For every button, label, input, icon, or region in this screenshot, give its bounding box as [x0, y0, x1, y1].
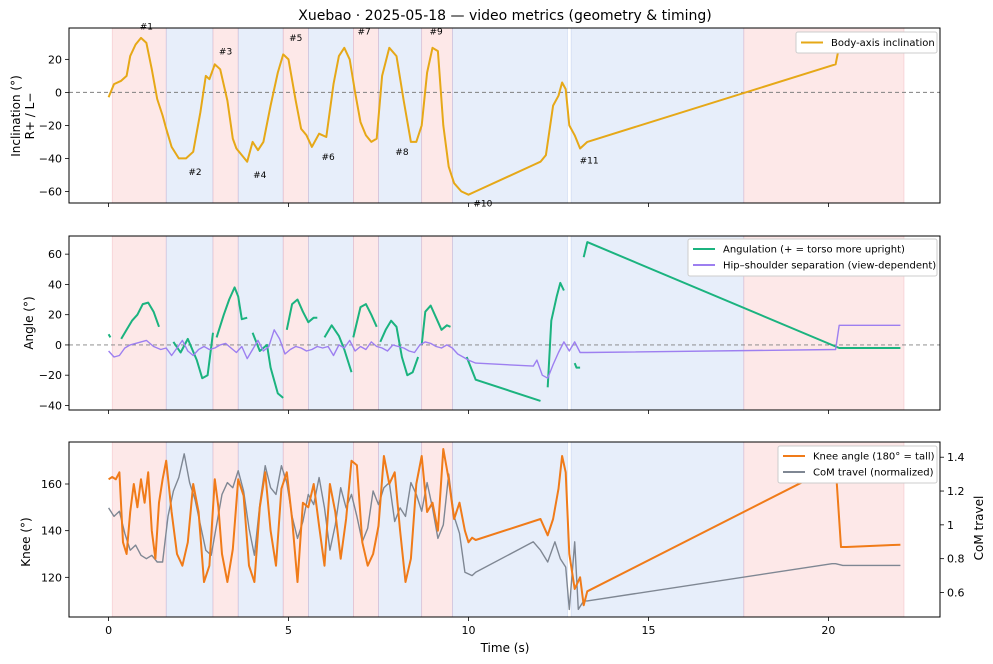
- angulation-segment-line: [323, 324, 353, 373]
- top-phase-band-5: [282, 27, 309, 204]
- angulation-segment-line: [379, 319, 420, 377]
- rep-annotation: #10: [473, 199, 492, 209]
- knee-panel: 160 140 120 1.4 1.2 1 0.8 0.6 0 5 10 15 20 Knee (°…: [19, 441, 986, 655]
- figure-title: Xuebao · 2025-05-18 — video metrics (geo…: [298, 8, 712, 24]
- x-tick-label: 15: [641, 624, 655, 637]
- angulation-segment-line: [582, 241, 901, 349]
- rep-annotation: #6: [321, 153, 335, 163]
- knee-series-line: [108, 448, 901, 607]
- mid-phase-band-3: [212, 235, 239, 411]
- inclination-legend: Body-axis inclination: [795, 31, 938, 54]
- inclination-series-line: [107, 36, 841, 196]
- rep-annotation: #9: [429, 28, 443, 38]
- mid-phase-band-2: [165, 235, 214, 411]
- angulation-segment-line: [465, 356, 541, 402]
- rep-annotation: #4: [253, 171, 267, 181]
- com-ylabel: CoM travel: [972, 496, 986, 561]
- angle-y-tick-label: 60: [48, 248, 62, 261]
- rep-annotation: #7: [357, 28, 370, 38]
- angle-y-tick-label: 20: [48, 309, 62, 322]
- x-tick-label: 10: [462, 624, 476, 637]
- top-phase-band-3: [212, 27, 239, 204]
- angulation-segment-line: [352, 303, 378, 338]
- com-y-tick-label: 0.8: [947, 553, 965, 566]
- top-phase-band-12: [743, 27, 905, 204]
- com-y-tick-label: 0.6: [947, 586, 965, 599]
- angulation-segment-line: [285, 298, 318, 331]
- angulation-segment-line: [420, 304, 451, 346]
- top-phase-band-1: [111, 27, 167, 204]
- separation-series-line: [108, 324, 901, 379]
- mid-phase-band-8: [378, 235, 423, 411]
- x-tick-label: 5: [285, 624, 292, 637]
- com-y-tick-label: 1.4: [947, 451, 965, 464]
- inclination-ylabel-sub: R+ / L−: [23, 93, 37, 140]
- angle-y-tick-label: 40: [48, 278, 62, 291]
- knee-ylabel: Knee (°): [19, 517, 33, 566]
- angulation-segment-line: [215, 286, 248, 338]
- angle-y-tick-label: −40: [39, 399, 62, 412]
- rep-annotation: #11: [580, 156, 599, 166]
- legend-label-inclination: Body-axis inclination: [831, 38, 935, 49]
- inclination-panel: #1#2#3#4#5#6#7#8#9#10#11 200−20−40−60 In…: [9, 23, 941, 209]
- knee-axes-frame: [68, 441, 941, 618]
- top-phase-band-9: [421, 27, 453, 204]
- mid-phase-band-6: [308, 235, 354, 411]
- bot-phase-band-6: [308, 441, 354, 618]
- angulation-segment-line: [107, 333, 112, 338]
- time-xlabel: Time (s): [480, 641, 530, 655]
- top-phase-band-11: [570, 27, 745, 204]
- rep-annotation: #3: [219, 47, 232, 57]
- rep-annotation: #2: [188, 168, 201, 178]
- angulation-segment-line: [546, 281, 565, 388]
- inclination-ylabel: Inclination (°): [9, 75, 23, 157]
- inclination-y-tick-label: 20: [48, 53, 62, 66]
- angulation-segment-line: [573, 362, 581, 369]
- top-phase-band-8: [378, 27, 423, 204]
- mid-phase-band-9: [421, 235, 453, 411]
- angle-panel: 60 40 20 0 −20 −40 Angle (°) Angulation (+ = …: [22, 235, 941, 414]
- top-phase-band-10: [452, 27, 568, 204]
- mid-phase-band-5: [282, 235, 309, 411]
- top-phase-band-2: [165, 27, 214, 204]
- angle-ylabel: Angle (°): [22, 296, 36, 349]
- angle-y-tick-label: −20: [39, 369, 62, 382]
- angulation-segment-line: [172, 332, 214, 380]
- angle-legend: Angulation (+ = torso more upright) Hip–…: [687, 238, 938, 277]
- inclination-y-tick-label: −20: [39, 119, 62, 132]
- angulation-segment-line: [251, 332, 284, 399]
- top-phase-band-7: [353, 27, 379, 204]
- inclination-y-tick-label: 0: [55, 86, 62, 99]
- rep-annotation: #5: [289, 34, 302, 44]
- x-tick-label: 20: [821, 624, 835, 637]
- legend-label-com: CoM travel (normalized): [813, 468, 934, 479]
- bot-phase-band-4: [237, 441, 284, 618]
- knee-y-tick-label: 160: [41, 478, 62, 491]
- legend-label-separation: Hip–shoulder separation (view-dependent): [723, 261, 936, 272]
- inclination-y-tick-label: −40: [39, 152, 62, 165]
- legend-label-angulation: Angulation (+ = torso more upright): [723, 245, 905, 256]
- com-y-tick-label: 1: [947, 519, 954, 532]
- rep-annotation: #8: [395, 148, 409, 158]
- knee-y-tick-label: 140: [41, 525, 62, 538]
- inclination-axes-frame: [68, 27, 941, 204]
- angulation-segment-line: [120, 301, 160, 340]
- mid-phase-band-4: [237, 235, 284, 411]
- inclination-y-tick-label: −60: [39, 185, 62, 198]
- knee-legend: Knee angle (180° = tall) CoM travel (nor…: [777, 445, 938, 484]
- x-tick-label: 0: [105, 624, 112, 637]
- angle-axes-frame: [68, 235, 941, 411]
- bot-phase-band-11: [570, 441, 745, 618]
- com-y-tick-label: 1.2: [947, 485, 965, 498]
- angle-y-tick-label: 0: [55, 339, 62, 352]
- legend-label-knee: Knee angle (180° = tall): [813, 452, 935, 463]
- top-phase-band-6: [308, 27, 354, 204]
- knee-y-tick-label: 120: [41, 571, 62, 584]
- com-series-line: [108, 453, 901, 611]
